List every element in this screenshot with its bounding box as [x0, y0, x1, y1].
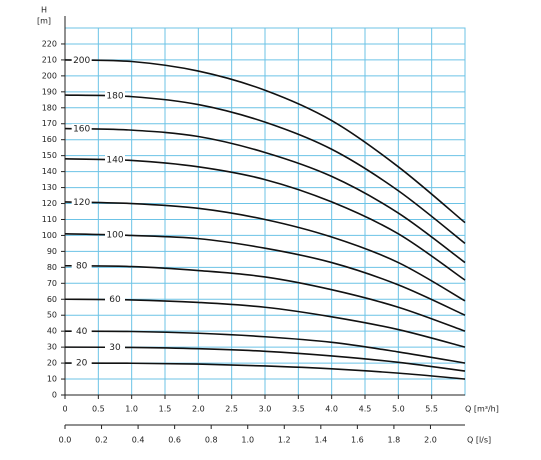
y-tick-label: 60: [47, 295, 57, 304]
y-tick-label: 160: [42, 135, 57, 144]
pump-curve: [64, 362, 466, 380]
y-tick-label: 210: [42, 55, 57, 64]
x2-tick-label: 1.8: [388, 436, 401, 445]
y-tick-label: 200: [42, 71, 57, 80]
y-tick-label: 80: [47, 263, 57, 272]
pump-curve: [64, 330, 466, 364]
y-tick-label: 10: [47, 375, 57, 384]
x-tick-label: 4.0: [325, 405, 338, 414]
x2-tick-label: 0.6: [168, 436, 181, 445]
curve-label-bg: [71, 260, 92, 271]
x2-axis-label: Q [l/s]: [467, 436, 491, 445]
curve-label-bg: [71, 358, 92, 369]
y-axis-label: H: [41, 6, 47, 15]
x2-tick-label: 2.0: [424, 436, 437, 445]
x2-tick-label: 1.2: [278, 436, 291, 445]
curve-label: 140: [106, 156, 123, 166]
curve-label-bg: [105, 155, 125, 166]
y-tick-label: 30: [47, 343, 57, 352]
pump-curve: [64, 201, 466, 302]
x-tick-label: 5.5: [425, 405, 438, 414]
curve-label: 160: [73, 124, 90, 134]
pump-curve: [64, 59, 466, 224]
curve-label-bg: [71, 55, 92, 66]
pump-curve: [64, 346, 466, 372]
y-tick-label: 70: [47, 279, 57, 288]
curve-label-bg: [71, 123, 92, 134]
y-tick-label: 150: [42, 151, 57, 160]
x2-tick-label: 0.8: [205, 436, 218, 445]
x2-tick-label: 0.4: [132, 436, 145, 445]
x-axis-label: Q [m³/h]: [465, 405, 499, 414]
pump-curve: [64, 94, 466, 245]
y-tick-label: 100: [42, 231, 57, 240]
x2-tick-label: 1.4: [314, 436, 327, 445]
y-tick-label: 170: [42, 119, 57, 128]
x2-tick-label: 1.0: [241, 436, 254, 445]
pump-curve: [64, 264, 466, 332]
pump-curve: [64, 127, 466, 264]
x-tick-label: 1.5: [159, 405, 172, 414]
pump-curve: [64, 158, 466, 281]
x-tick-label: 2.0: [192, 405, 205, 414]
x-tick-label: 0: [62, 405, 67, 414]
y-tick-label: 130: [42, 183, 57, 192]
y-tick-label: 40: [47, 327, 57, 336]
x-tick-label: 2.5: [225, 405, 238, 414]
curve-label-bg: [71, 326, 92, 337]
y-tick-label: 220: [42, 39, 57, 48]
curve-label: 60: [109, 295, 121, 305]
x-tick-label: 5.0: [392, 405, 405, 414]
x2-tick-label: 1.6: [351, 436, 364, 445]
x-tick-label: 3.0: [259, 405, 272, 414]
x-tick-label: 0.5: [92, 405, 105, 414]
curve-label: 200: [73, 56, 90, 66]
x2-tick-label: 0.0: [59, 436, 72, 445]
y-tick-label: 90: [47, 247, 57, 256]
y-tick-label: 190: [42, 87, 57, 96]
pump-curve: [64, 298, 466, 348]
y-tick-label: 20: [47, 359, 57, 368]
curve-label: 40: [76, 327, 88, 337]
curve-label-bg: [105, 91, 125, 102]
curve-label: 100: [106, 231, 123, 241]
curve-label-bg: [105, 294, 125, 305]
curve-label: 80: [76, 261, 88, 271]
curve-label-bg: [105, 342, 125, 353]
y-tick-label: 110: [42, 215, 57, 224]
y-tick-label: 140: [42, 167, 57, 176]
y-axis-unit: [m]: [37, 17, 51, 26]
x-tick-label: 4.5: [359, 405, 372, 414]
curve-label-bg: [105, 230, 125, 241]
x-tick-label: 3.5: [292, 405, 305, 414]
y-tick-label: 120: [42, 199, 57, 208]
y-tick-label: 0: [52, 391, 57, 400]
pump-curve: [64, 233, 466, 316]
curve-label: 120: [73, 198, 90, 208]
curve-label: 30: [109, 343, 121, 353]
x2-tick-label: 0.2: [95, 436, 108, 445]
x-tick-label: 1.0: [125, 405, 138, 414]
curve-label: 20: [76, 359, 88, 369]
y-tick-label: 50: [47, 311, 57, 320]
curve-label-bg: [71, 197, 92, 208]
y-tick-label: 180: [42, 103, 57, 112]
curve-label: 180: [106, 92, 123, 102]
